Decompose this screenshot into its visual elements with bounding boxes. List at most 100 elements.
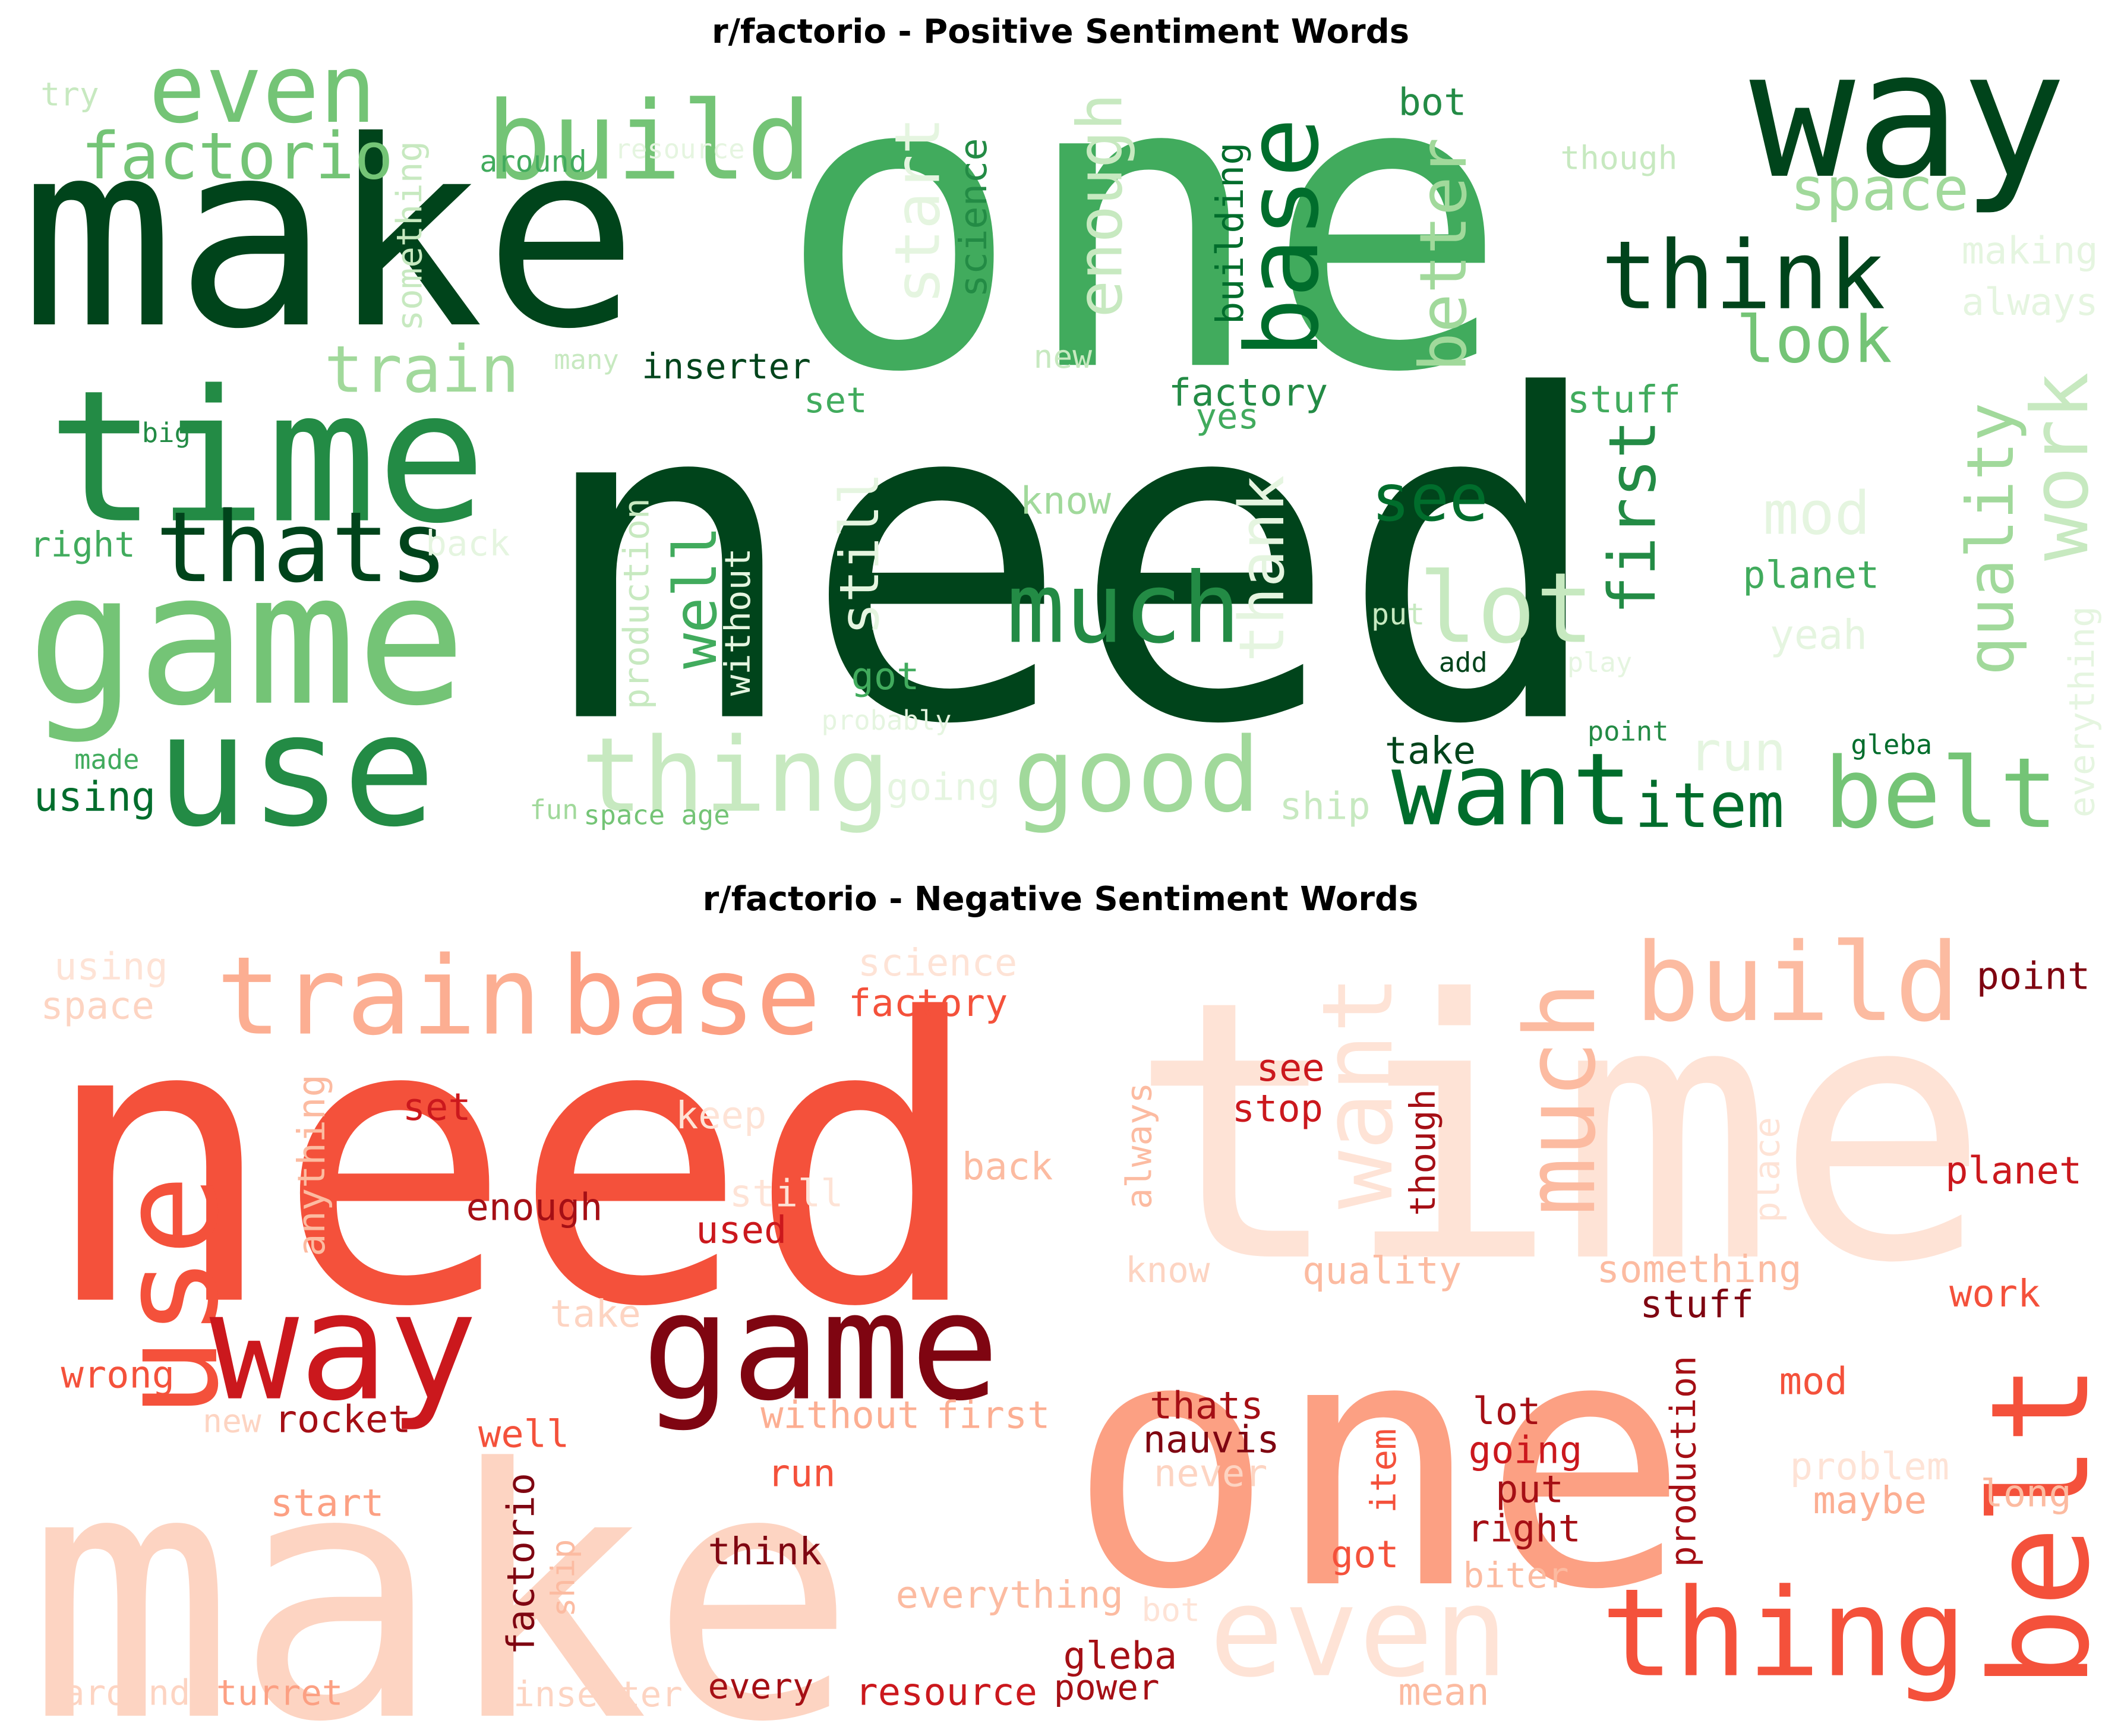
negative-word-maybe: maybe: [1813, 1479, 1927, 1523]
negative-word-bot: bot: [1141, 1591, 1200, 1629]
positive-word-going: going: [886, 765, 1000, 809]
negative-word-see: see: [1257, 1046, 1325, 1090]
negative-word-power: power: [1054, 1667, 1160, 1708]
positive-word-planet: planet: [1743, 553, 1879, 597]
positive-word-even: even: [149, 34, 376, 144]
positive-word-bot: bot: [1398, 81, 1466, 125]
positive-word-time: time: [48, 352, 487, 564]
negative-word-even: even: [1209, 1561, 1508, 1705]
negative-word-time: time: [1128, 925, 1990, 1342]
positive-word-thing: thing: [581, 716, 890, 835]
negative-word-never: never: [1154, 1451, 1268, 1495]
positive-word-making: making: [1962, 229, 2098, 273]
negative-word-start: start: [270, 1481, 384, 1525]
positive-word-play: play: [1567, 646, 1633, 678]
positive-word-ship: ship: [1279, 784, 1370, 828]
positive-word-around: around: [479, 144, 587, 179]
positive-word-mod: mod: [1763, 479, 1870, 548]
positive-word-thats: thats: [155, 491, 448, 604]
positive-word-quality: quality: [1953, 402, 2028, 676]
negative-word-build: build: [1634, 920, 1960, 1046]
positive-word-though: though: [1560, 139, 1677, 177]
positive-word-gleba: gleba: [1851, 729, 1932, 760]
negative-word-want: want: [1301, 975, 1415, 1209]
positive-word-base: base: [1224, 118, 1341, 358]
positive-word-yeah: yeah: [1770, 612, 1867, 659]
negative-word-turret: turret: [216, 1672, 343, 1713]
negative-word-anything: anything: [290, 1074, 334, 1257]
positive-word-look: look: [1736, 302, 1892, 378]
positive-word-game: game: [27, 534, 466, 746]
positive-word-well: well: [661, 526, 730, 669]
negative-word-inserter: inserter: [513, 1674, 683, 1715]
positive-word-try: try: [40, 75, 99, 113]
negative-word-factory: factory: [848, 981, 1008, 1025]
negative-word-base: base: [561, 933, 821, 1059]
positive-word-back: back: [425, 523, 510, 564]
negative-word-mean: mean: [1398, 1671, 1489, 1715]
negative-word-wrong: wrong: [61, 1353, 175, 1397]
negative-word-long: long: [1980, 1472, 2071, 1516]
positive-word-got: got: [851, 655, 920, 699]
positive-word-way: way: [1750, 13, 2067, 217]
positive-word-stuff: stuff: [1567, 378, 1681, 422]
positive-word-still: still: [829, 472, 891, 635]
negative-word-right: right: [1467, 1507, 1581, 1551]
negative-word-stuff: stuff: [1640, 1283, 1754, 1327]
positive-word-point: point: [1587, 715, 1669, 747]
positive-word-train: train: [324, 332, 520, 408]
negative-word-run: run: [768, 1451, 836, 1495]
positive-word-belt: belt: [1824, 737, 2058, 850]
negative-word-production: production: [1663, 1356, 1704, 1567]
positive-word-resource: resource: [615, 133, 745, 165]
negative-word-space: space: [40, 984, 154, 1028]
positive-word-something: something: [389, 141, 430, 331]
negative-word-train: train: [216, 933, 542, 1059]
negative-word-science: science: [858, 941, 1017, 985]
positive-word-run: run: [1688, 721, 1786, 783]
positive-word-without: without: [717, 548, 758, 696]
positive-word-take: take: [1385, 729, 1476, 773]
negative-word-lot: lot: [1472, 1390, 1541, 1434]
positive-word-build: build: [487, 78, 812, 204]
negative-word-something: something: [1597, 1248, 1802, 1292]
positive-word-space-age: space age: [583, 799, 730, 831]
positive-word-made: made: [74, 744, 140, 775]
negative-word-need: need: [40, 936, 984, 1393]
negative-word-though: though: [1402, 1089, 1443, 1216]
negative-word-put: put: [1495, 1468, 1564, 1512]
positive-word-big: big: [142, 417, 191, 449]
positive-word-using: using: [34, 774, 156, 821]
positive-word-see: see: [1371, 460, 1488, 536]
negative-word-first: first: [936, 1394, 1050, 1438]
negative-word-going: going: [1469, 1429, 1583, 1473]
positive-word-one: one: [777, 0, 1508, 460]
positive-word-much: much: [1006, 551, 1241, 665]
positive-word-always: always: [1962, 280, 2098, 324]
negative-word-one: one: [1067, 1264, 1689, 1665]
negative-word-rocket: rocket: [274, 1397, 411, 1441]
positive-word-better: better: [1406, 137, 1481, 371]
negative-word-make: make: [27, 1396, 857, 1736]
positive-word-set: set: [804, 380, 867, 421]
negative-word-ship: ship: [544, 1539, 582, 1617]
positive-word-item: item: [1634, 769, 1784, 842]
positive-title: r/factorio - Positive Sentiment Words: [711, 12, 1410, 51]
negative-word-well: well: [478, 1412, 569, 1456]
negative-word-enough: enough: [466, 1185, 603, 1229]
positive-word-many: many: [554, 344, 619, 375]
positive-word-right: right: [30, 524, 135, 565]
negative-word-thing: thing: [1601, 1563, 1967, 1705]
negative-word-using: using: [54, 945, 168, 989]
negative-panel: r/factorio - Negative Sentiment Words ne…: [0, 867, 2121, 1736]
negative-word-stop: stop: [1232, 1087, 1323, 1131]
negative-word-work: work: [1949, 1272, 2040, 1316]
negative-word-point: point: [1977, 955, 2091, 999]
positive-word-enough: enough: [1063, 93, 1136, 318]
negative-word-set: set: [403, 1085, 471, 1129]
positive-word-production: production: [616, 498, 656, 709]
positive-word-add: add: [1439, 646, 1488, 678]
negative-word-way: way: [210, 1261, 478, 1434]
negative-word-every: every: [708, 1665, 814, 1706]
